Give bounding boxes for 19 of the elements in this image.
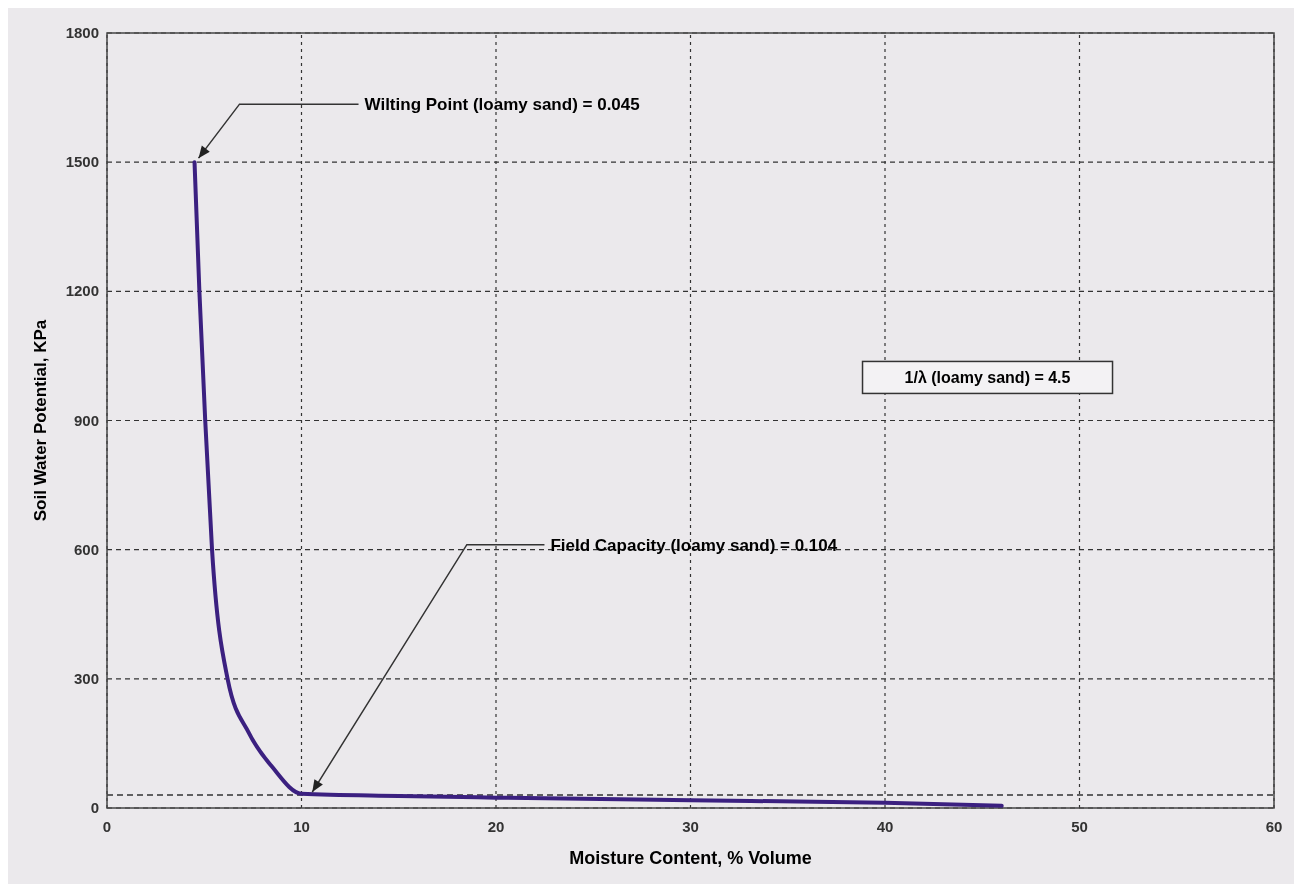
x-tick-label: 60	[1265, 818, 1283, 835]
annotation: Wilting Point (loamy sand) = 0.045	[364, 95, 640, 115]
y-axis-title: Soil Water Potential, KPa	[31, 319, 50, 522]
y-tick-label: 0	[90, 799, 99, 816]
y-tick-label: 1800	[65, 24, 99, 41]
x-tick-label: 10	[293, 818, 310, 835]
x-tick-label: 40	[876, 818, 894, 835]
x-tick-label: 0	[102, 818, 112, 835]
annotation: Field Capacity (loamy sand) = 0.104	[550, 535, 838, 555]
x-tick-label: 50	[1071, 818, 1088, 835]
x-axis-title: Moisture Content, % Volume	[569, 848, 812, 868]
annotation: 1/λ (loamy sand) = 4.5	[904, 369, 1071, 387]
y-tick-label: 300	[73, 669, 99, 687]
y-tick-label: 900	[73, 411, 99, 429]
y-tick-label: 1200	[65, 282, 99, 300]
y-tick-label: 600	[73, 540, 99, 558]
y-tick-label: 1500	[65, 153, 99, 171]
x-tick-label: 20	[487, 818, 505, 835]
x-tick-label: 30	[682, 818, 699, 835]
